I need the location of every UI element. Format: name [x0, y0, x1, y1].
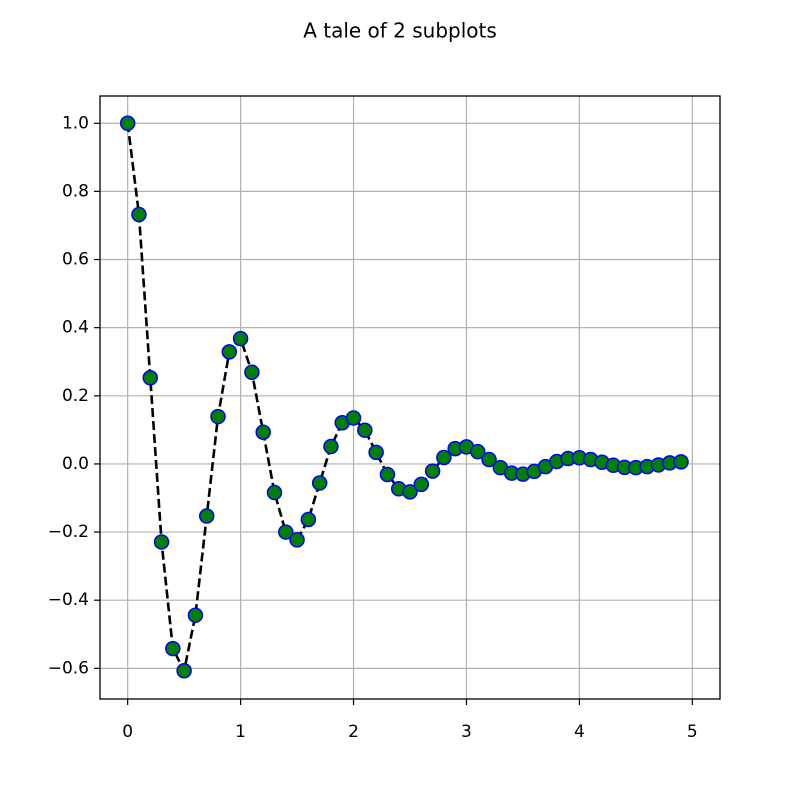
data-point	[131, 206, 147, 223]
data-point	[232, 330, 249, 347]
data-point	[413, 476, 430, 493]
data-point	[311, 475, 328, 491]
data-point	[165, 640, 181, 657]
data-point	[221, 344, 238, 360]
data-point	[300, 511, 317, 528]
y-tick-label: 0.2	[62, 386, 89, 406]
data-point	[244, 364, 260, 381]
y-tick-label: 0.4	[62, 318, 89, 338]
y-tick-label: −0.2	[48, 522, 89, 542]
x-tick-label: 3	[461, 722, 472, 742]
data-point	[278, 524, 294, 540]
data-point	[198, 508, 215, 524]
data-point	[357, 422, 373, 438]
data-point	[402, 484, 418, 500]
data-point	[142, 369, 159, 386]
data-point	[673, 454, 689, 470]
data-point	[436, 449, 452, 466]
y-tick-label: 1.0	[62, 113, 89, 133]
data-point	[481, 451, 497, 468]
x-tick-label: 0	[122, 722, 133, 742]
x-tick-label: 2	[348, 722, 359, 742]
data-point	[470, 443, 486, 460]
plot-frame	[99, 95, 721, 700]
chart-title: A tale of 2 subplots	[303, 19, 497, 43]
y-tick-label: 0.0	[62, 454, 89, 474]
data-point	[345, 410, 362, 426]
data-point	[187, 607, 204, 623]
data-point	[153, 534, 170, 550]
data-point	[176, 662, 192, 679]
x-tick-label: 1	[235, 722, 246, 742]
data-point	[379, 466, 396, 483]
y-tick-label: 0.6	[62, 250, 89, 270]
data-point	[368, 444, 384, 461]
data-point	[255, 424, 271, 440]
data-point	[266, 484, 283, 501]
y-tick-label: −0.6	[48, 658, 89, 678]
data-point	[210, 408, 226, 425]
x-tick-label: 4	[574, 722, 585, 742]
x-tick-label: 5	[687, 722, 698, 742]
data-point	[323, 438, 339, 455]
data-point	[424, 463, 441, 479]
y-tick-label: 0.8	[62, 181, 89, 201]
data-point	[119, 115, 136, 132]
data-point	[289, 532, 305, 548]
y-tick-label: −0.4	[48, 590, 89, 610]
